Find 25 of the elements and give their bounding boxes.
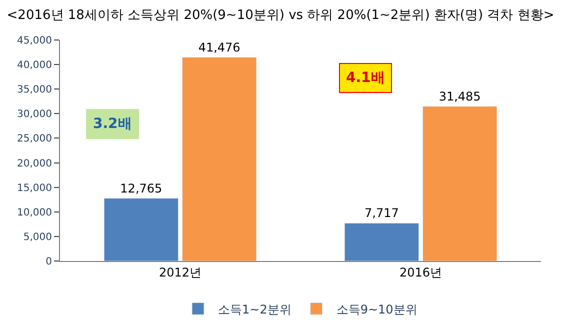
chart-title: <2016년 18세이하 소득상위 20%(9~10분위) vs 하위 20%(1~2분위) 환자(명) 격차 현황> <box>6 8 554 24</box>
legend-label: 소득1~2분위 <box>218 302 292 316</box>
y-tick-label: 0 <box>46 256 52 268</box>
y-tick-label: 20,000 <box>17 158 52 170</box>
y-tick-label: 15,000 <box>17 182 52 194</box>
annotation: 3.2배 <box>93 116 132 132</box>
y-tick-label: 35,000 <box>17 84 52 96</box>
annotation: 4.1배 <box>346 70 385 86</box>
y-tick-label: 10,000 <box>17 207 52 218</box>
x-tick-label: 2012년 <box>158 265 202 280</box>
y-tick-label: 25,000 <box>17 134 52 145</box>
legend-label: 소득9~10분위 <box>336 302 418 316</box>
x-tick-label: 2016년 <box>399 265 442 280</box>
y-tick-label: 30,000 <box>17 109 52 120</box>
y-tick-label: 5,000 <box>23 232 52 243</box>
bar <box>104 198 179 261</box>
data-label: 7,717 <box>364 206 399 220</box>
bar <box>344 222 420 261</box>
y-tick-label: 40,000 <box>17 60 52 72</box>
bar <box>422 106 498 261</box>
data-label: 31,485 <box>438 89 481 104</box>
data-label: 41,476 <box>198 40 240 54</box>
y-tick-label: 45,000 <box>17 36 52 46</box>
data-label: 12,765 <box>120 181 162 196</box>
bar <box>182 57 257 261</box>
